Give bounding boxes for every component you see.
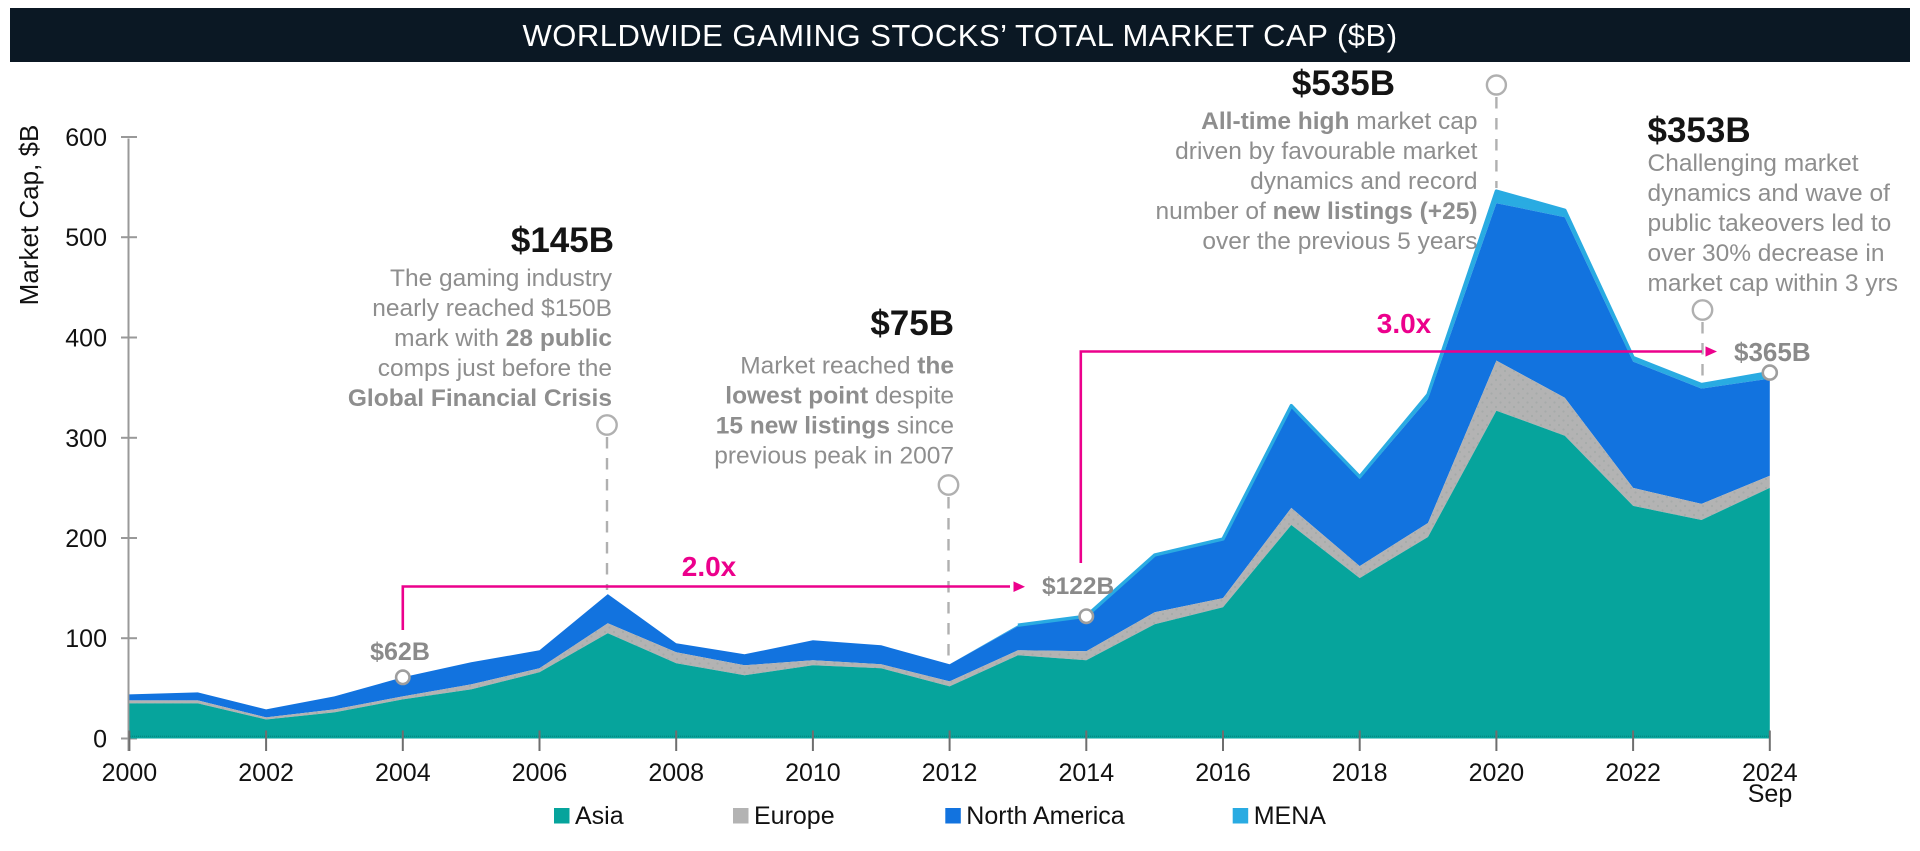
svg-text:Europe: Europe [754, 802, 835, 830]
svg-text:MENA: MENA [1254, 802, 1327, 830]
svg-text:over 30% decrease in: over 30% decrease in [1648, 240, 1885, 267]
svg-text:previous peak in 2007: previous peak in 2007 [714, 443, 954, 470]
svg-text:0: 0 [93, 726, 107, 754]
svg-text:Challenging market: Challenging market [1648, 150, 1859, 177]
svg-text:2024: 2024 [1742, 759, 1798, 787]
svg-text:lowest point despite: lowest point despite [725, 383, 954, 410]
svg-text:comps just before the: comps just before the [378, 355, 612, 382]
svg-text:$535B: $535B [1292, 64, 1395, 103]
svg-text:mark with 28 public: mark with 28 public [394, 325, 612, 352]
svg-text:Asia: Asia [575, 802, 624, 830]
svg-text:The gaming industry: The gaming industry [390, 265, 613, 292]
svg-text:400: 400 [65, 325, 107, 353]
svg-text:2004: 2004 [375, 759, 431, 787]
svg-text:2016: 2016 [1195, 759, 1251, 787]
svg-text:2012: 2012 [922, 759, 978, 787]
svg-text:public takeovers led to: public takeovers led to [1648, 210, 1892, 237]
svg-text:over the previous 5 years: over the previous 5 years [1202, 228, 1477, 255]
svg-text:2.0x: 2.0x [682, 551, 737, 582]
svg-text:200: 200 [65, 525, 107, 553]
svg-text:dynamics and record: dynamics and record [1250, 168, 1477, 195]
svg-text:North America: North America [966, 802, 1124, 830]
svg-text:$75B: $75B [870, 304, 954, 343]
svg-text:15 new listings since: 15 new listings since [716, 413, 954, 440]
svg-text:$122B: $122B [1042, 573, 1114, 600]
svg-text:$145B: $145B [511, 221, 614, 260]
svg-text:2002: 2002 [238, 759, 294, 787]
svg-text:2014: 2014 [1058, 759, 1114, 787]
svg-text:2000: 2000 [102, 759, 158, 787]
svg-text:2022: 2022 [1605, 759, 1661, 787]
svg-text:number of new listings (+25): number of new listings (+25) [1155, 198, 1477, 225]
svg-text:driven by favourable market: driven by favourable market [1175, 138, 1478, 165]
svg-text:2008: 2008 [648, 759, 704, 787]
svg-text:100: 100 [65, 625, 107, 653]
svg-text:2006: 2006 [512, 759, 568, 787]
svg-text:600: 600 [65, 124, 107, 152]
svg-text:Global Financial Crisis: Global Financial Crisis [348, 385, 612, 412]
svg-text:300: 300 [65, 425, 107, 453]
svg-text:nearly reached $150B: nearly reached $150B [372, 295, 612, 322]
svg-text:500: 500 [65, 224, 107, 252]
svg-text:Market Cap, $B: Market Cap, $B [14, 125, 44, 306]
svg-text:$62B: $62B [370, 638, 430, 666]
svg-text:3.0x: 3.0x [1377, 308, 1432, 339]
svg-text:All-time high market cap: All-time high market cap [1201, 108, 1477, 135]
svg-text:Sep: Sep [1748, 780, 1792, 808]
svg-text:Market reached the: Market reached the [740, 353, 954, 380]
svg-text:2020: 2020 [1469, 759, 1525, 787]
svg-text:2018: 2018 [1332, 759, 1388, 787]
svg-text:2010: 2010 [785, 759, 841, 787]
svg-text:$353B: $353B [1648, 111, 1751, 150]
svg-text:dynamics and wave of: dynamics and wave of [1648, 180, 1891, 207]
svg-text:market cap within 3 yrs: market cap within 3 yrs [1648, 270, 1899, 297]
svg-text:$365B: $365B [1734, 337, 1811, 367]
